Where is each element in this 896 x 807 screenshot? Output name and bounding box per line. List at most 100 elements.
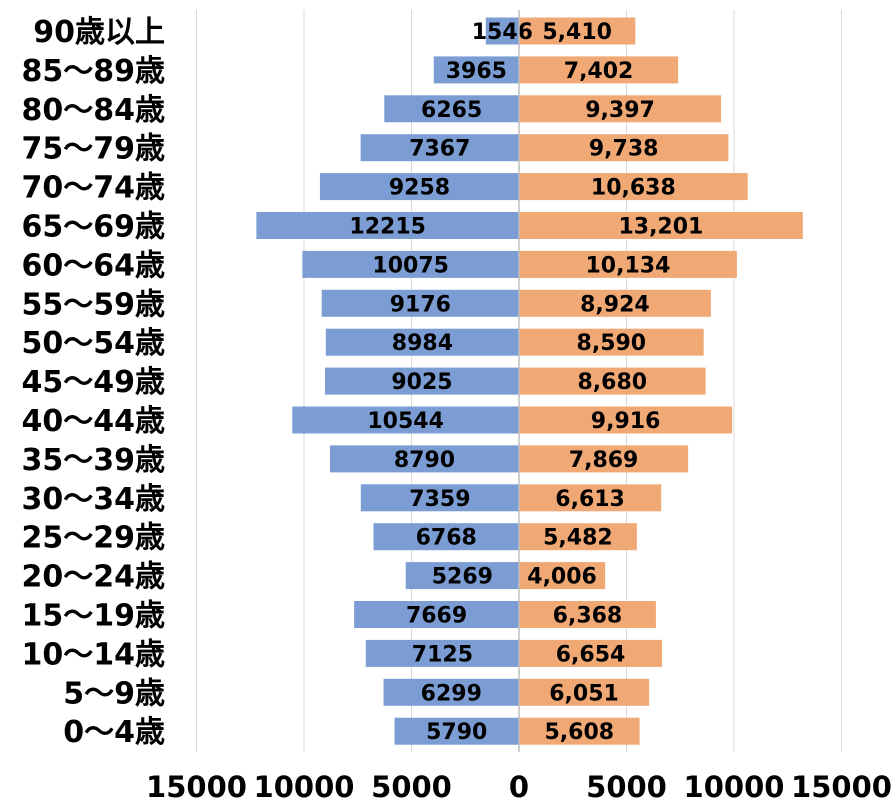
category-label: 45〜49歳	[22, 365, 166, 400]
data-label-left: 1546	[472, 20, 533, 45]
bar-left	[433, 56, 519, 84]
data-label-right: 5,608	[544, 720, 614, 745]
data-label-right: 8,680	[578, 370, 648, 395]
data-label-left: 10544	[367, 409, 444, 434]
data-label-right: 7,402	[564, 59, 634, 84]
category-label: 20〜24歳	[22, 560, 166, 595]
category-label: 85〜89歳	[22, 54, 166, 89]
bar-right	[519, 134, 729, 162]
x-tick-label: 5000	[371, 770, 452, 804]
data-label-left: 7367	[409, 137, 470, 162]
category-label: 5〜9歳	[63, 676, 165, 711]
bar-left	[360, 484, 519, 512]
bar-right	[519, 601, 656, 628]
data-label-left: 5790	[426, 720, 487, 745]
data-label-left: 12215	[349, 215, 426, 240]
category-label: 60〜64歳	[22, 248, 166, 283]
bar-right	[519, 328, 704, 356]
bar-right	[519, 445, 689, 473]
bar-left	[383, 678, 519, 706]
bar-right	[519, 484, 662, 512]
data-label-right: 8,590	[577, 331, 647, 356]
x-tick-label: 0	[509, 770, 529, 804]
bar-right	[519, 56, 679, 84]
bar-right	[519, 289, 711, 317]
bar-left	[384, 95, 519, 123]
category-label: 55〜59歳	[22, 287, 166, 322]
data-label-left: 7359	[409, 487, 470, 512]
data-label-right: 5,482	[543, 526, 613, 551]
bar-right	[519, 523, 637, 551]
x-tick-label: 5000	[586, 770, 667, 804]
x-tick-label: 10000	[254, 770, 355, 804]
category-label: 80〜84歳	[22, 93, 166, 128]
bar-right	[519, 678, 650, 706]
bar-right	[519, 639, 663, 667]
bar-left	[325, 328, 519, 356]
bar-right	[519, 250, 737, 278]
data-label-right: 10,134	[585, 253, 670, 278]
data-label-left: 6768	[416, 526, 477, 551]
data-label-left: 7125	[412, 642, 473, 667]
data-label-left: 3965	[446, 59, 507, 84]
data-label-right: 6,368	[553, 604, 623, 629]
bar-right	[519, 562, 606, 590]
data-label-right: 4,006	[527, 565, 597, 590]
category-label: 50〜54歳	[22, 326, 166, 361]
bar-left	[302, 250, 519, 278]
data-label-right: 6,654	[556, 642, 626, 667]
bar-right	[519, 173, 748, 201]
category-label: 25〜29歳	[22, 521, 166, 556]
category-label: 10〜14歳	[22, 637, 166, 672]
bar-right	[519, 212, 803, 239]
data-label-left: 7669	[406, 604, 467, 629]
category-label: 30〜34歳	[22, 482, 166, 517]
data-label-right: 8,924	[580, 292, 650, 317]
data-label-left: 9176	[390, 292, 451, 317]
data-label-left: 9025	[391, 370, 452, 395]
bar-left	[360, 134, 519, 162]
bar-right	[519, 95, 722, 123]
data-label-left: 5269	[432, 565, 493, 590]
category-label: 65〜69歳	[22, 210, 166, 245]
data-label-left: 6299	[421, 681, 482, 706]
data-label-left: 8790	[394, 448, 455, 473]
bar-left	[319, 173, 519, 201]
data-label-right: 9,397	[585, 98, 655, 123]
bar-left	[373, 523, 519, 551]
data-label-right: 9,916	[591, 409, 661, 434]
data-label-right: 7,869	[569, 448, 639, 473]
bar-left	[256, 212, 519, 239]
bar-left	[365, 639, 519, 667]
category-label: 15〜19歳	[22, 599, 166, 634]
data-label-left: 8984	[392, 331, 453, 356]
data-label-right: 9,738	[589, 137, 659, 162]
category-label: 70〜74歳	[22, 171, 166, 206]
data-label-right: 13,201	[618, 215, 703, 240]
data-label-right: 10,638	[591, 176, 676, 201]
bar-left	[292, 406, 519, 434]
bar-left	[354, 601, 519, 628]
data-label-left: 6265	[421, 98, 482, 123]
data-label-left: 9258	[389, 176, 450, 201]
data-label-left: 10075	[372, 253, 449, 278]
bar-left	[485, 17, 519, 45]
bar-right	[519, 367, 706, 395]
bar-left	[321, 289, 519, 317]
x-tick-label: 15000	[146, 770, 247, 804]
bar-right	[519, 406, 733, 434]
bar-left	[324, 367, 519, 395]
data-label-right: 5,410	[542, 20, 612, 45]
data-label-right: 6,613	[555, 487, 625, 512]
bar-right	[519, 717, 640, 745]
category-label: 90歳以上	[33, 15, 165, 50]
category-label: 0〜4歳	[63, 715, 165, 750]
x-tick-label: 10000	[684, 770, 785, 804]
category-label: 75〜79歳	[22, 132, 166, 167]
category-label: 40〜44歳	[22, 404, 166, 439]
bar-left	[405, 562, 519, 590]
data-label-right: 6,051	[549, 681, 619, 706]
bar-left	[330, 445, 519, 473]
